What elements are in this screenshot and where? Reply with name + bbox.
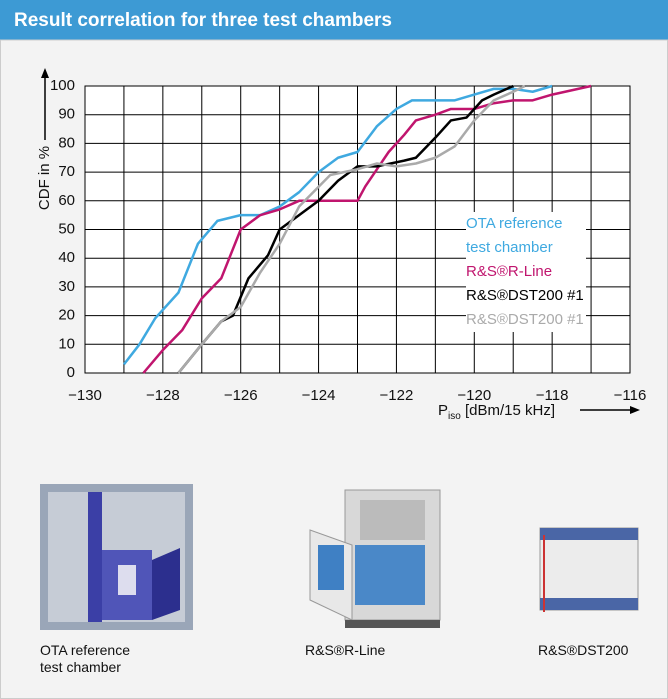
- product-image-dst: [540, 528, 638, 612]
- y-tick-label: 0: [67, 364, 75, 381]
- y-tick-label: 20: [58, 307, 75, 324]
- x-tick-label: −116: [614, 387, 647, 404]
- x-tick-label: −122: [380, 387, 414, 404]
- y-tick-label: 50: [58, 220, 75, 237]
- y-tick-label: 80: [58, 134, 75, 151]
- legend-entry: R&S®DST200 #1: [466, 284, 586, 308]
- x-tick-label: −124: [302, 387, 336, 404]
- y-axis-label: CDF in %: [36, 146, 53, 210]
- legend-entry: R&S®R-Line: [466, 260, 586, 284]
- x-tick-label: −126: [224, 387, 258, 404]
- product-caption: R&S®R-Line: [305, 642, 445, 659]
- legend-entry: OTA reference test chamber: [466, 212, 586, 260]
- y-tick-label: 70: [58, 163, 75, 180]
- header-title: Result correlation for three test chambe…: [14, 10, 392, 31]
- chart: Result correlation for three test chambe…: [0, 0, 668, 699]
- y-tick-label: 90: [58, 106, 75, 123]
- x-label-rest: [dBm/15 kHz]: [461, 402, 555, 419]
- x-tick-label: −130: [68, 387, 102, 404]
- product-caption: OTA reference test chamber: [40, 642, 150, 676]
- legend-entry: R&S®DST200 #1: [466, 308, 586, 332]
- x-tick-label: −120: [457, 387, 491, 404]
- y-tick-label: 40: [58, 249, 75, 266]
- product-caption: R&S®DST200: [538, 642, 658, 659]
- page: Result correlation for three test chambe…: [0, 0, 668, 699]
- y-tick-label: 10: [58, 335, 75, 352]
- x-tick-label: −118: [536, 387, 569, 404]
- y-tick-label: 100: [50, 77, 75, 94]
- x-label-sub: iso: [448, 411, 461, 422]
- product-image-ota: [40, 484, 193, 630]
- x-axis-label: Piso [dBm/15 kHz]: [438, 402, 555, 422]
- y-tick-label: 60: [58, 192, 75, 209]
- y-tick-label: 30: [58, 278, 75, 295]
- product-image-rline: [310, 490, 440, 628]
- x-label-main: P: [438, 402, 448, 419]
- y-arrow-head: [41, 68, 49, 78]
- x-arrow-head: [630, 406, 640, 414]
- x-tick-label: −128: [146, 387, 180, 404]
